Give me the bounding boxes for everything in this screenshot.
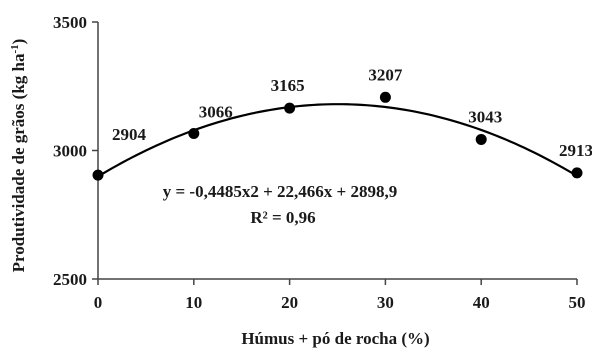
y-tick-label: 3000 — [53, 142, 87, 161]
svg-text:Produtividade de grãos (kg ha-: Produtividade de grãos (kg ha-1) — [9, 39, 28, 273]
data-label: 3043 — [468, 107, 502, 126]
r-squared-label: R² = 0,96 — [250, 208, 315, 227]
axes — [97, 22, 577, 280]
data-point — [188, 128, 200, 140]
data-point — [379, 91, 391, 103]
x-axis-title: Húmus + pó de rocha (%) — [241, 329, 429, 348]
y-axis-title-close: ) — [9, 39, 28, 45]
x-tick-label: 40 — [473, 293, 490, 312]
x-tick-label: 0 — [94, 293, 103, 312]
y-tick-label: 3500 — [53, 13, 87, 32]
x-tick-label: 20 — [281, 293, 298, 312]
data-point — [284, 102, 296, 114]
data-label: 2904 — [112, 125, 147, 144]
y-tick-label: 2500 — [53, 270, 87, 289]
x-tick-label: 10 — [185, 293, 202, 312]
y-axis-title-superscript: -1 — [9, 44, 21, 53]
x-ticks: 0 10 20 30 40 50 — [94, 279, 586, 312]
data-label: 2913 — [559, 141, 592, 160]
data-point — [475, 133, 487, 145]
trend-curve — [97, 103, 578, 178]
y-axis-title: Produtividade de grãos (kg ha-1) — [9, 39, 28, 273]
data-label: 3066 — [199, 103, 233, 122]
data-point — [92, 169, 104, 181]
x-tick-label: 50 — [569, 293, 586, 312]
data-label: 3165 — [271, 76, 305, 95]
y-axis-title-main: Produtividade de grãos (kg ha — [9, 53, 28, 272]
equation-label: y = -0,4485x2 + 22,466x + 2898,9 — [163, 182, 397, 201]
data-points — [92, 91, 583, 181]
data-labels: 2904 3066 3165 3207 3043 2913 — [112, 65, 592, 160]
y-ticks: 2500 3000 3500 — [53, 13, 98, 289]
data-label: 3207 — [368, 65, 403, 84]
data-point — [571, 167, 583, 179]
x-tick-label: 30 — [377, 293, 394, 312]
